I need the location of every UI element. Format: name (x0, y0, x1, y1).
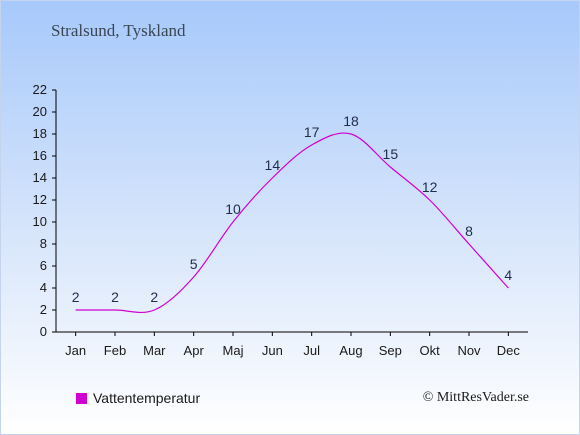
data-point (232, 221, 234, 223)
x-tick-label: Apr (184, 343, 205, 358)
data-point (389, 166, 391, 168)
data-label: 12 (422, 179, 438, 195)
legend: Vattentemperatur (76, 390, 200, 406)
data-point (428, 199, 430, 201)
legend-label: Vattentemperatur (93, 390, 201, 406)
data-label: 10 (225, 201, 241, 217)
legend-swatch (76, 392, 87, 404)
x-tick-label: Aug (339, 343, 362, 358)
y-tick-label: 8 (40, 236, 47, 251)
series-line (75, 132, 509, 314)
x-tick-label: Maj (223, 343, 244, 358)
y-tick-label: 20 (33, 104, 47, 119)
x-tick-label: Feb (104, 343, 126, 358)
y-tick-label: 22 (33, 82, 47, 97)
data-point (74, 309, 76, 311)
data-label: 2 (111, 289, 119, 305)
x-tick-label: Sep (379, 343, 402, 358)
x-tick-label: Jan (65, 343, 86, 358)
data-label: 8 (465, 223, 473, 239)
y-tick-label: 16 (33, 148, 47, 163)
data-label: 2 (150, 289, 158, 305)
data-label: 4 (504, 267, 512, 283)
y-tick-label: 0 (40, 324, 47, 339)
data-label: 14 (265, 157, 281, 173)
data-point (192, 276, 194, 278)
data-point (310, 144, 312, 146)
y-tick-label: 18 (33, 126, 47, 141)
y-tick-label: 4 (40, 280, 47, 295)
y-tick-label: 10 (33, 214, 47, 229)
credit-text: © MittResVader.se (422, 390, 529, 405)
data-label: 17 (304, 124, 320, 140)
x-tick-label: Okt (420, 343, 441, 358)
x-tick-label: Jul (303, 343, 320, 358)
data-label: 18 (343, 113, 359, 129)
data-label: 15 (383, 146, 399, 162)
data-point (350, 133, 352, 135)
data-point (114, 309, 116, 311)
y-tick-label: 12 (33, 192, 47, 207)
chart-title: Stralsund, Tyskland (51, 21, 186, 40)
x-tick-label: Dec (497, 343, 521, 358)
data-point (153, 309, 155, 311)
y-tick-label: 14 (33, 170, 47, 185)
data-label: 5 (190, 256, 198, 272)
x-tick-label: Nov (457, 343, 481, 358)
data-point (507, 287, 509, 289)
x-tick-label: Mar (143, 343, 166, 358)
y-tick-label: 6 (40, 258, 47, 273)
data-point (468, 243, 470, 245)
data-label: 2 (72, 289, 80, 305)
data-point (271, 177, 273, 179)
y-tick-label: 2 (40, 302, 47, 317)
x-tick-label: Jun (262, 343, 283, 358)
